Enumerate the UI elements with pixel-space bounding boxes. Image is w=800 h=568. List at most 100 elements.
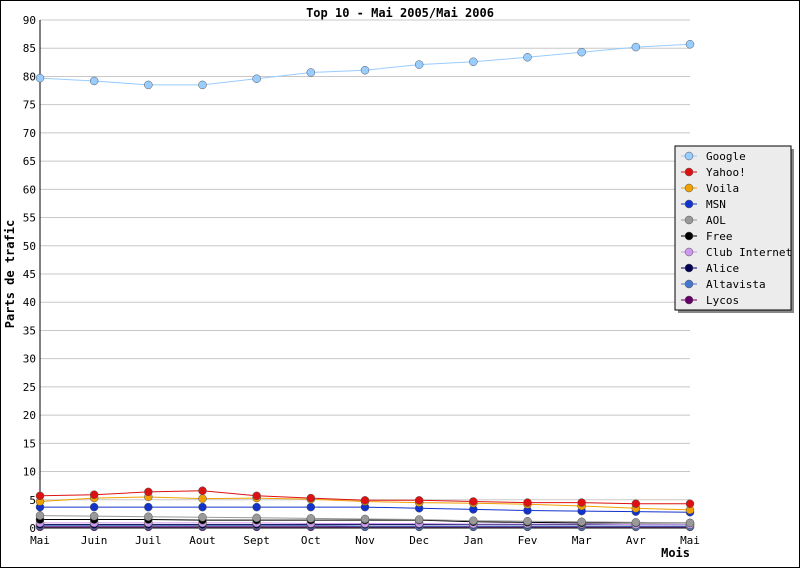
y-tick-label: 40 bbox=[23, 296, 36, 309]
legend-marker bbox=[684, 183, 694, 193]
data-point bbox=[469, 497, 478, 506]
data-point bbox=[360, 514, 370, 524]
legend-entry: Free bbox=[706, 230, 733, 243]
data-point bbox=[685, 518, 695, 528]
y-tick-label: 35 bbox=[23, 324, 36, 337]
data-point bbox=[577, 517, 586, 527]
legend-marker bbox=[684, 231, 694, 241]
x-tick-label: Dec bbox=[409, 534, 429, 547]
series-points bbox=[35, 40, 695, 532]
data-point bbox=[523, 53, 532, 62]
y-tick-label: 25 bbox=[23, 381, 36, 394]
data-point bbox=[89, 76, 99, 86]
data-point bbox=[414, 496, 424, 505]
y-tick-label: 20 bbox=[23, 409, 36, 422]
y-tick-label: 30 bbox=[23, 353, 36, 366]
y-tick-label: 0 bbox=[29, 522, 36, 535]
legend-marker bbox=[684, 199, 694, 209]
data-point bbox=[198, 80, 207, 90]
data-point bbox=[469, 57, 478, 67]
y-tick-label: 65 bbox=[23, 155, 36, 168]
data-point bbox=[252, 513, 261, 523]
data-point bbox=[89, 511, 99, 521]
y-tick-label: 5 bbox=[29, 494, 36, 507]
data-point bbox=[685, 499, 695, 508]
legend-marker bbox=[684, 247, 694, 257]
data-point bbox=[631, 518, 641, 527]
y-tick-label: 75 bbox=[23, 99, 36, 112]
x-tick-label: Jan bbox=[463, 534, 483, 547]
data-point bbox=[198, 502, 207, 512]
x-tick-label: Fev bbox=[518, 534, 538, 547]
data-point bbox=[469, 516, 478, 525]
data-point bbox=[35, 491, 45, 501]
y-tick-label: 15 bbox=[23, 437, 36, 450]
legend-entry: Lycos bbox=[706, 294, 739, 307]
x-tick-label: Avr bbox=[626, 534, 646, 547]
legend-entry: MSN bbox=[706, 198, 726, 211]
legend-entry: Yahoo! bbox=[706, 166, 746, 179]
legend-marker bbox=[684, 279, 694, 289]
x-tick-label: Nov bbox=[355, 534, 375, 547]
legend-entry: Alice bbox=[706, 262, 739, 275]
y-tick-label: 60 bbox=[23, 183, 36, 196]
y-tick-label: 80 bbox=[23, 70, 36, 83]
x-tick-label: Sept bbox=[243, 534, 270, 547]
data-point bbox=[35, 73, 45, 83]
chart-title: Top 10 - Mai 2005/Mai 2006 bbox=[306, 6, 494, 20]
legend-marker bbox=[684, 167, 694, 177]
legend-entry: Voila bbox=[706, 182, 739, 195]
data-point bbox=[360, 65, 370, 75]
x-axis-label: Mois bbox=[661, 546, 690, 560]
data-point bbox=[306, 68, 316, 77]
data-point bbox=[198, 486, 207, 495]
data-point bbox=[198, 513, 207, 522]
data-point bbox=[144, 502, 153, 512]
data-point bbox=[414, 60, 424, 69]
y-tick-label: 10 bbox=[23, 466, 36, 479]
data-point bbox=[685, 40, 695, 49]
data-point bbox=[631, 499, 641, 508]
x-tick-label: Juil bbox=[135, 534, 162, 547]
data-point bbox=[360, 496, 370, 505]
x-tick-label: Mai bbox=[30, 534, 50, 547]
data-point bbox=[252, 74, 261, 83]
legend-entry: AOL bbox=[706, 214, 726, 227]
data-point bbox=[577, 47, 586, 57]
y-tick-label: 90 bbox=[23, 14, 36, 27]
series-line-google bbox=[39, 43, 691, 86]
data-point bbox=[89, 490, 99, 499]
data-point bbox=[252, 502, 261, 512]
legend-entry: Altavista bbox=[706, 278, 766, 291]
x-tick-label: Mar bbox=[572, 534, 592, 547]
data-point bbox=[631, 42, 641, 52]
y-tick-label: 70 bbox=[23, 127, 36, 140]
legend-box bbox=[674, 145, 792, 311]
legend-marker bbox=[684, 215, 694, 225]
data-point bbox=[306, 502, 316, 512]
x-tick-label: Mai bbox=[680, 534, 700, 547]
x-tick-label: Juin bbox=[81, 534, 108, 547]
y-tick-label: 45 bbox=[23, 268, 36, 281]
series-lines bbox=[39, 43, 691, 528]
data-point bbox=[144, 512, 153, 521]
y-tick-label: 55 bbox=[23, 212, 36, 225]
data-point bbox=[306, 493, 316, 503]
y-tick-label: 50 bbox=[23, 240, 36, 253]
data-point bbox=[306, 514, 316, 523]
grid-lines bbox=[40, 19, 690, 529]
x-tick-labels: Mai Juin Juil Aout Sept Oct Nov Dec Jan Fev Mar Avr… bbox=[30, 534, 700, 547]
data-point bbox=[89, 502, 99, 512]
data-point bbox=[198, 494, 207, 503]
legend-marker bbox=[684, 151, 694, 161]
data-point bbox=[577, 498, 586, 507]
legend-marker bbox=[684, 295, 694, 305]
y-axis-label: Parts de trafic bbox=[3, 220, 17, 328]
y-tick-label: 85 bbox=[23, 42, 36, 55]
legend: Google Yahoo! Voila MSN AOL Free Club Internet… bbox=[674, 145, 794, 313]
data-point bbox=[523, 498, 532, 507]
data-point bbox=[523, 516, 532, 526]
x-tick-label: Aout bbox=[189, 534, 216, 547]
